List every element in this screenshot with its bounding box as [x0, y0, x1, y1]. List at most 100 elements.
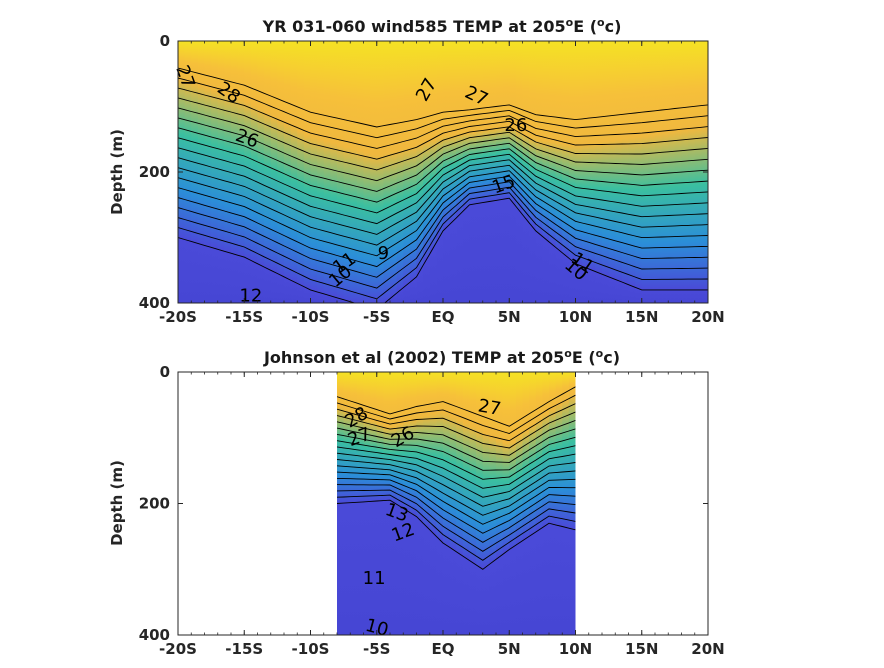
isotherm-line	[178, 67, 708, 128]
field-column	[476, 41, 484, 303]
field-column	[429, 372, 437, 635]
field-column	[476, 372, 484, 635]
field-column	[496, 372, 504, 635]
contour-label: 27	[476, 395, 502, 420]
isotherm-line	[337, 427, 576, 463]
field-column	[429, 41, 437, 303]
x-tick-label: -20S	[159, 308, 197, 326]
field-column	[317, 41, 325, 303]
isotherm-line	[178, 107, 708, 171]
field-column	[409, 372, 418, 635]
field-column	[628, 41, 636, 303]
field-column	[370, 372, 378, 635]
y-tick-label: 400	[139, 294, 170, 312]
isotherm-line	[337, 471, 576, 525]
field-column	[602, 41, 610, 303]
field-column	[529, 41, 537, 303]
field-column	[376, 41, 384, 303]
field-column	[449, 41, 457, 303]
isotherm-line	[178, 137, 708, 203]
field-column	[423, 372, 431, 635]
field-column	[356, 372, 365, 635]
isotherm-line	[337, 394, 576, 434]
isotherm-line	[178, 175, 708, 268]
field-column	[661, 41, 669, 303]
isotherm-line	[337, 433, 576, 471]
isotherm-line	[337, 386, 576, 427]
field-column	[390, 41, 398, 303]
field-column	[522, 41, 530, 303]
field-column	[542, 41, 550, 303]
x-tick-label: -5S	[363, 640, 390, 658]
bottom-panel-title: Johnson et al (2002) TEMP at 205oE (oc)	[263, 347, 620, 367]
isotherm-line	[178, 127, 708, 192]
field-column	[403, 41, 411, 303]
contour-label: 9	[378, 243, 389, 264]
isotherm-line	[337, 489, 576, 552]
field-column	[535, 372, 543, 635]
field-column	[568, 41, 577, 303]
field-column	[330, 41, 338, 303]
field-column	[575, 41, 583, 303]
field-column	[323, 41, 331, 303]
field-column	[436, 372, 444, 635]
x-tick-label: EQ	[432, 308, 455, 326]
field-column	[350, 41, 358, 303]
field-column	[522, 372, 530, 635]
isotherm-line	[337, 419, 576, 456]
field-column	[655, 41, 663, 303]
field-column	[423, 41, 431, 303]
field-column	[390, 372, 398, 635]
contour-label: 12	[239, 285, 262, 306]
isotherm-line	[178, 153, 708, 225]
field-column	[350, 372, 358, 635]
isotherm-line	[178, 159, 708, 235]
isotherm-line	[337, 494, 576, 561]
isotherm-line	[337, 499, 576, 570]
field-column	[489, 41, 497, 303]
top-panel: YR 031-060 wind585 TEMP at 205oE (oc) De…	[108, 16, 725, 326]
y-tick-label: 200	[139, 163, 170, 181]
field-column	[297, 41, 305, 303]
isotherm-line	[178, 186, 708, 289]
field-column	[343, 372, 351, 635]
contour-label: 10	[363, 615, 391, 641]
field-column	[635, 41, 643, 303]
x-tick-label: -5S	[363, 308, 390, 326]
top-panel-title: YR 031-060 wind585 TEMP at 205oE (oc)	[262, 16, 622, 36]
isotherm-line	[178, 87, 708, 149]
y-tick-label: 0	[160, 32, 170, 50]
field-column	[469, 41, 477, 303]
field-column	[403, 372, 411, 635]
field-column	[535, 41, 543, 303]
field-column	[509, 41, 517, 303]
field-column	[515, 41, 524, 303]
field-column	[648, 41, 656, 303]
field-column	[257, 41, 265, 303]
y-tick-label: 400	[139, 626, 170, 644]
isotherm-line	[178, 147, 708, 214]
field-column	[409, 41, 418, 303]
field-column	[250, 41, 259, 303]
field-column	[562, 41, 570, 303]
field-column	[555, 372, 563, 635]
field-column	[615, 41, 623, 303]
x-tick-label: -15S	[225, 640, 263, 658]
field-column	[237, 41, 245, 303]
isotherm-line	[178, 192, 708, 300]
isotherm-line	[178, 97, 708, 160]
field-column	[549, 41, 557, 303]
isotherm-line	[337, 446, 576, 489]
temperature-field	[337, 372, 576, 635]
x-tick-label: 15N	[625, 308, 658, 326]
isotherm-line	[337, 465, 576, 516]
field-column	[688, 41, 696, 303]
field-column	[303, 41, 312, 303]
field-column	[443, 41, 451, 303]
field-column	[356, 41, 365, 303]
field-column	[449, 372, 457, 635]
contour-label: 11	[363, 568, 386, 589]
x-tick-label: 5N	[498, 308, 521, 326]
field-column	[211, 41, 219, 303]
